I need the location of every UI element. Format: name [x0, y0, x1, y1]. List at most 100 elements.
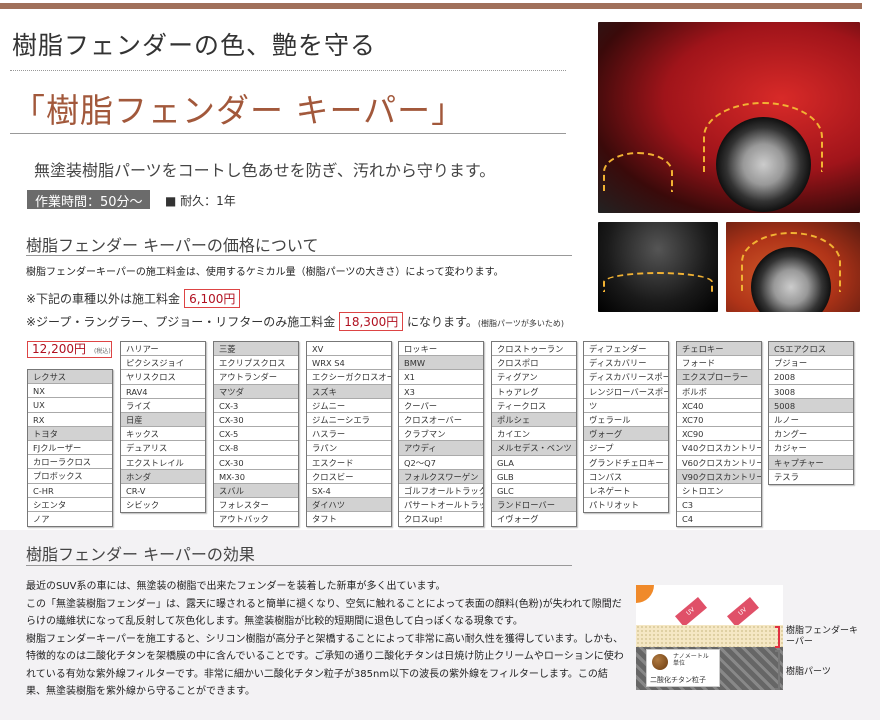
- vehicle-item: RAV4: [121, 384, 205, 399]
- vehicle-item: クロスup!: [399, 512, 483, 527]
- vehicle-item: ディスカバリー: [584, 356, 668, 371]
- maker-header: マツダ: [214, 384, 298, 399]
- maker-header: ヴォーグ: [584, 427, 668, 442]
- note-text: ※ジープ・ラングラー、プジョー・リフターのみ施工料金: [26, 315, 336, 329]
- vehicle-item: MX-30: [214, 469, 298, 484]
- vehicle-item: ヴェラール: [584, 412, 668, 428]
- vehicle-item: CX-30: [214, 412, 298, 428]
- page-title: 樹脂フェンダーの色、艶を守る: [12, 31, 377, 60]
- vehicle-item: XV: [307, 342, 391, 357]
- vehicle-item: 2008: [769, 370, 853, 385]
- effect-paragraph: この「無塗装樹脂フェンダー」は、露天に曝されると簡単に褪くなり、空気に触れること…: [26, 598, 622, 628]
- vehicle-item: CR-V: [121, 483, 205, 499]
- product-subtitle: 無塗装樹脂パーツをコートし色あせを防ぎ、汚れから守ります。: [34, 161, 496, 180]
- vehicle-item: ピクシスジョイ: [121, 356, 205, 371]
- base-label: 樹脂パーツ: [786, 667, 831, 677]
- vehicle-item: GLA: [492, 455, 576, 470]
- top-accent-bar: [0, 3, 862, 9]
- maker-header: V90クロスカントリー: [677, 469, 761, 484]
- effect-body: 最近のSUV系の車には、無塗装の樹脂で出来たフェンダーを装着した新車が多く出てい…: [26, 578, 626, 701]
- vehicle-item: デュアリス: [121, 441, 205, 456]
- vehicle-column: ロッキー BMW X1 X3 クーパー クロスオーバー クラブマン アウディ Q2〜Q7 フォルク…: [398, 341, 484, 528]
- car-wheel-photo: [726, 222, 860, 312]
- vehicle-item: トゥアレグ: [492, 384, 576, 399]
- vehicle-item: ジムニー: [307, 398, 391, 413]
- vehicle-column: クロストゥーラン クロスポロ ティグアン トゥアレグ ティークロス ポルシェ カイエン メルセ…: [491, 341, 577, 528]
- maker-header: アウディ: [399, 441, 483, 456]
- vehicle-item: シビック: [121, 498, 205, 513]
- maker-header: 日産: [121, 412, 205, 428]
- vehicle-item: クラブマン: [399, 427, 483, 442]
- vehicle-item: ジープ: [584, 441, 668, 456]
- vehicle-item: WRX S4: [307, 356, 391, 371]
- vehicle-item: CX-8: [214, 441, 298, 456]
- divider: [10, 70, 566, 71]
- vehicle-item: NX: [28, 384, 112, 399]
- vehicle-item: パサートオールトラック: [399, 498, 483, 513]
- vehicle-item: エクシーガクロスオーバー: [307, 370, 391, 385]
- vehicle-item: エクリプスクロス: [214, 356, 298, 371]
- note-small: (樹脂パーツが多いため): [477, 319, 564, 328]
- vehicle-column: ハリアー ピクシスジョイ ヤリスクロス RAV4 ライズ 日産 キックス デュアリス エクストレ…: [120, 341, 206, 514]
- table-price: 12,200円 (税込): [27, 341, 112, 358]
- vehicle-item: プジョー: [769, 356, 853, 371]
- vehicle-item: UX: [28, 398, 112, 413]
- car-rear-photo: [598, 222, 718, 312]
- vehicle-item: ゴルフオールトラック: [399, 483, 483, 499]
- vehicle-item: カイエン: [492, 427, 576, 442]
- work-time-badge: 作業時間：50分〜: [27, 190, 150, 210]
- coat-label: 樹脂フェンダーキーパー: [786, 626, 859, 647]
- vehicle-item: クロスポロ: [492, 356, 576, 371]
- vehicle-item: ロッキー: [399, 342, 483, 357]
- base-bracket: [775, 650, 780, 690]
- product-title: 「樹脂フェンダー キーパー」: [12, 91, 466, 130]
- special-price: 18,300円: [339, 312, 404, 331]
- vehicle-item: C-HR: [28, 483, 112, 498]
- vehicle-item: プロボックス: [28, 469, 112, 484]
- maker-header: レクサス: [28, 370, 112, 385]
- uv-protection-diagram: UV UV ナノメートル単位 二酸化チタン粒子: [636, 585, 783, 690]
- vehicle-item: 3008: [769, 384, 853, 399]
- vehicle-column: C5エアクロス プジョー 2008 3008 5008 ルノー カングー カジャー キャプチャー…: [768, 341, 854, 485]
- maker-header: エクスプローラー: [677, 370, 761, 385]
- vehicle-item: カローラクロス: [28, 455, 112, 470]
- particle-callout: ナノメートル単位 二酸化チタン粒子: [646, 649, 720, 687]
- vehicle-item: ハリアー: [121, 342, 205, 357]
- vehicle-item: ツ: [584, 398, 668, 413]
- maker-header: ポルシェ: [492, 412, 576, 428]
- maker-header: 5008: [769, 398, 853, 413]
- maker-header: チェロキー: [677, 342, 761, 357]
- vehicle-item: アウトバック: [214, 512, 298, 527]
- maker-header: C5エアクロス: [769, 342, 853, 357]
- standard-price: 6,100円: [184, 289, 241, 308]
- vehicle-item: カングー: [769, 427, 853, 442]
- vehicle-item: X3: [399, 384, 483, 399]
- coat-layer: [636, 625, 783, 647]
- effect-paragraph: 最近のSUV系の車には、無塗装の樹脂で出来たフェンダーを装着した新車が多く出てい…: [26, 581, 446, 592]
- vehicle-item: ルノー: [769, 412, 853, 428]
- effect-paragraph: 樹脂フェンダーキーパーを施工すると、シリコン樹脂が高分子と架橋することによって非…: [26, 633, 624, 698]
- maker-header: 三菱: [214, 342, 298, 357]
- particle-icon: [652, 654, 668, 670]
- maker-header: トヨタ: [28, 426, 112, 441]
- vehicle-item: カジャー: [769, 441, 853, 456]
- vehicle-item: ディスカバリースポーツ: [584, 370, 668, 385]
- vehicle-item: ティグアン: [492, 370, 576, 385]
- vehicle-item: ハスラー: [307, 427, 391, 442]
- vehicle-item: クーパー: [399, 398, 483, 413]
- pricing-note-special: ※ジープ・ラングラー、プジョー・リフターのみ施工料金 18,300円 になります。…: [26, 312, 564, 331]
- note-suffix: になります。: [407, 315, 478, 329]
- maker-header: ホンダ: [121, 469, 205, 484]
- maker-header: スズキ: [307, 384, 391, 399]
- vehicle-item: イヴォーグ: [492, 512, 576, 527]
- vehicle-item: ディフェンダー: [584, 342, 668, 357]
- vehicle-column: レクサス NX UX RX トヨタ FJクルーザー カローラクロス プロボックス C-HR シエン…: [27, 369, 113, 528]
- particle-label: 二酸化チタン粒子: [650, 676, 706, 684]
- vehicle-item: CX-30: [214, 455, 298, 470]
- effect-heading: 樹脂フェンダー キーパーの効果: [26, 545, 255, 564]
- vehicle-item: クロスビー: [307, 469, 391, 484]
- vehicle-item: XC70: [677, 412, 761, 428]
- vehicle-item: ヤリスクロス: [121, 370, 205, 385]
- vehicle-item: ライズ: [121, 398, 205, 413]
